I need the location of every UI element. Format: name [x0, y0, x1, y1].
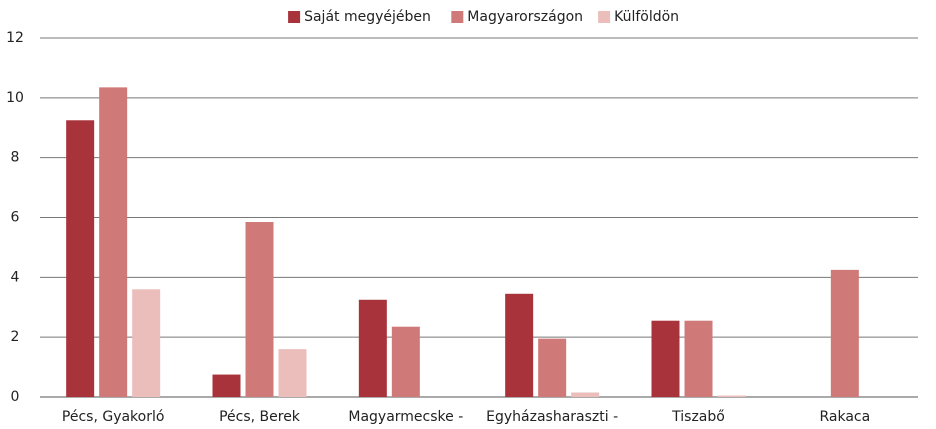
x-tick-label: Pécs, Gyakorló: [62, 409, 165, 425]
y-tick-label: 4: [11, 269, 20, 285]
x-tick-label: Tiszabő: [671, 409, 725, 425]
legend-label: Külföldön: [614, 9, 679, 25]
bar: [830, 269, 859, 397]
x-tick-label: Pécs, Berek: [219, 409, 301, 425]
bar: [717, 395, 746, 397]
legend-label: Magyarországon: [467, 9, 583, 25]
bar: [99, 87, 128, 398]
bar: [684, 320, 713, 397]
bar: [391, 326, 420, 397]
bar: [538, 338, 567, 397]
y-tick-label: 12: [6, 30, 24, 46]
y-tick-label: 10: [6, 90, 24, 106]
bar: [651, 320, 680, 397]
x-tick-label: Rakaca: [819, 409, 870, 425]
legend-swatch: [288, 11, 301, 23]
x-tick-label: Egyházasharaszti -: [486, 409, 618, 425]
bar: [571, 392, 600, 397]
legend-swatch: [598, 11, 611, 23]
bar: [212, 374, 241, 397]
y-tick-label: 0: [11, 389, 20, 405]
bar: [66, 120, 95, 397]
legend-label: Saját megyéjében: [304, 9, 431, 25]
bar: [505, 293, 534, 397]
bar: [278, 349, 307, 397]
bar: [132, 289, 161, 397]
y-tick-label: 2: [11, 329, 20, 345]
legend-swatch: [451, 11, 464, 23]
x-tick-label: Magyarmecske -: [348, 409, 463, 425]
bar: [358, 299, 387, 397]
bar: [245, 221, 274, 397]
y-tick-label: 6: [11, 210, 20, 226]
y-tick-label: 8: [11, 150, 20, 166]
